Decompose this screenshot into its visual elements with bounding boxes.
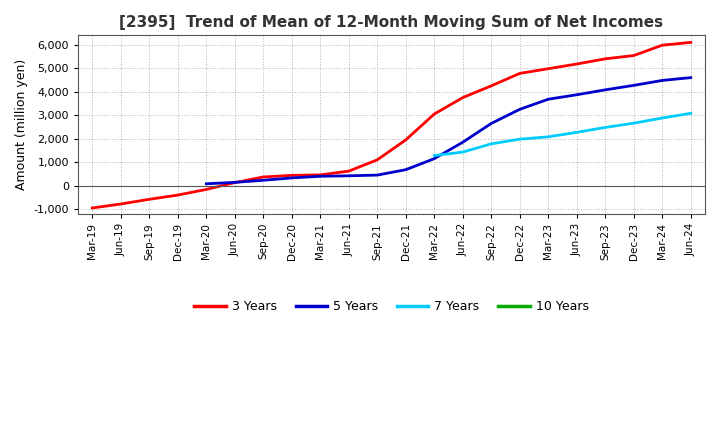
- 5 Years: [516, 106, 524, 112]
- 7 Years: [629, 121, 638, 126]
- 3 Years: [430, 111, 438, 117]
- 3 Years: [230, 180, 239, 185]
- Legend: 3 Years, 5 Years, 7 Years, 10 Years: 3 Years, 5 Years, 7 Years, 10 Years: [189, 295, 594, 318]
- 7 Years: [572, 130, 581, 135]
- 3 Years: [174, 192, 182, 198]
- 3 Years: [287, 172, 296, 178]
- 5 Years: [230, 180, 239, 185]
- Title: [2395]  Trend of Mean of 12-Month Moving Sum of Net Incomes: [2395] Trend of Mean of 12-Month Moving …: [120, 15, 664, 30]
- 7 Years: [544, 134, 552, 139]
- 3 Years: [344, 169, 353, 174]
- 5 Years: [572, 92, 581, 97]
- 5 Years: [402, 167, 410, 172]
- 7 Years: [686, 111, 695, 116]
- 7 Years: [459, 150, 467, 155]
- 5 Years: [430, 156, 438, 161]
- Y-axis label: Amount (million yen): Amount (million yen): [15, 59, 28, 190]
- 3 Years: [516, 71, 524, 76]
- 5 Years: [316, 174, 325, 179]
- 3 Years: [601, 56, 610, 62]
- 3 Years: [88, 205, 96, 211]
- 3 Years: [658, 43, 667, 48]
- 7 Years: [658, 115, 667, 121]
- 5 Years: [202, 181, 211, 187]
- 5 Years: [629, 83, 638, 88]
- Line: 3 Years: 3 Years: [92, 42, 690, 208]
- 5 Years: [344, 173, 353, 179]
- 5 Years: [487, 121, 495, 126]
- 3 Years: [572, 61, 581, 66]
- Line: 5 Years: 5 Years: [207, 77, 690, 184]
- 3 Years: [544, 66, 552, 71]
- 3 Years: [459, 95, 467, 100]
- 3 Years: [259, 174, 268, 180]
- 5 Years: [259, 178, 268, 183]
- 3 Years: [316, 172, 325, 177]
- 3 Years: [145, 197, 153, 202]
- 3 Years: [487, 83, 495, 88]
- 5 Years: [459, 139, 467, 145]
- 5 Years: [287, 175, 296, 180]
- Line: 7 Years: 7 Years: [434, 114, 690, 156]
- 3 Years: [629, 53, 638, 58]
- 5 Years: [658, 78, 667, 83]
- 3 Years: [686, 40, 695, 45]
- 7 Years: [430, 153, 438, 158]
- 3 Years: [402, 137, 410, 143]
- 5 Years: [686, 75, 695, 80]
- 5 Years: [601, 87, 610, 92]
- 7 Years: [487, 141, 495, 147]
- 7 Years: [516, 136, 524, 142]
- 3 Years: [202, 187, 211, 192]
- 3 Years: [117, 202, 125, 207]
- 5 Years: [373, 172, 382, 178]
- 5 Years: [544, 97, 552, 102]
- 3 Years: [373, 157, 382, 162]
- 7 Years: [601, 125, 610, 130]
